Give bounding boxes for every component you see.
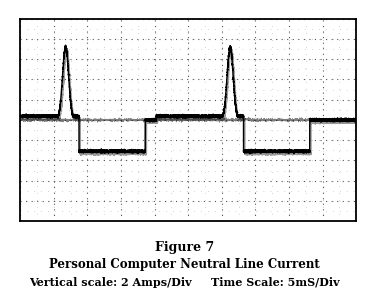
Text: Vertical scale: 2 Amps/Div     Time Scale: 5mS/Div: Vertical scale: 2 Amps/Div Time Scale: 5… xyxy=(29,277,340,288)
Text: Figure 7: Figure 7 xyxy=(155,241,214,253)
Text: Personal Computer Neutral Line Current: Personal Computer Neutral Line Current xyxy=(49,258,320,271)
